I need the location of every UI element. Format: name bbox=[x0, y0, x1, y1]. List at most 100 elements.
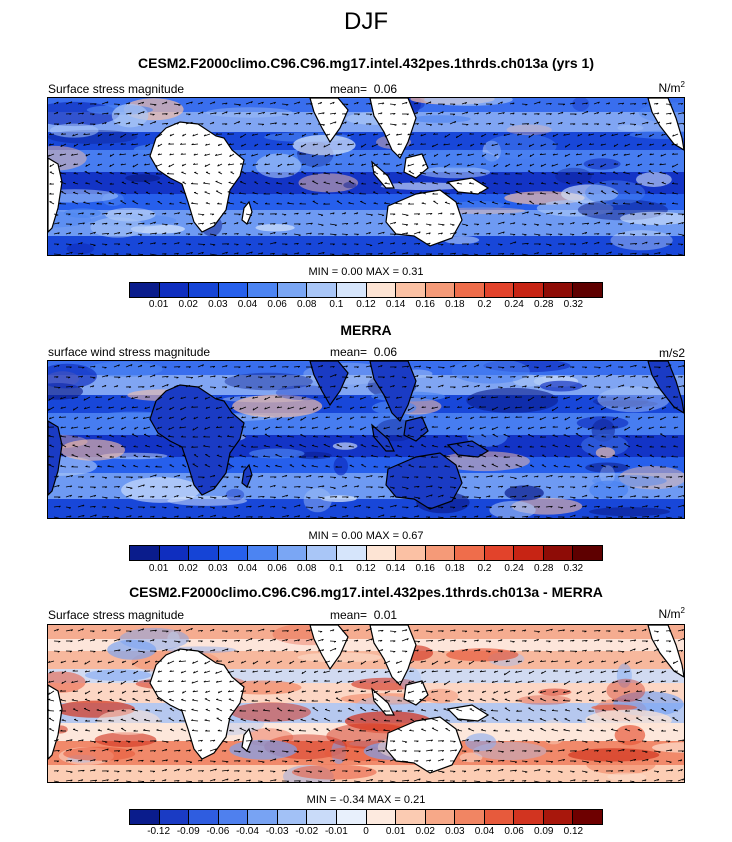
wind-vector-head bbox=[95, 396, 98, 398]
wind-vector-head bbox=[276, 661, 279, 664]
wind-vector-head bbox=[430, 485, 433, 488]
wind-vector-head bbox=[419, 698, 422, 700]
wind-vector bbox=[73, 192, 79, 195]
wind-vector bbox=[251, 416, 259, 419]
wind-vector bbox=[97, 426, 103, 431]
wind-vector-head bbox=[612, 202, 615, 204]
wind-vector-head bbox=[260, 243, 263, 246]
wind-vector bbox=[593, 740, 600, 743]
wind-vector-head bbox=[225, 102, 228, 105]
wind-vector-head bbox=[120, 135, 122, 138]
field-patch bbox=[581, 434, 629, 457]
wind-vector bbox=[365, 638, 373, 642]
wind-vector-head bbox=[478, 649, 481, 652]
wind-vector-head bbox=[536, 366, 539, 369]
wind-vector bbox=[317, 638, 324, 642]
wind-vector-head bbox=[538, 202, 542, 205]
wind-vector-head bbox=[335, 132, 338, 135]
field-patch bbox=[446, 648, 519, 662]
wind-vector-head bbox=[250, 445, 254, 448]
wind-vector bbox=[312, 143, 319, 146]
wind-vector-head bbox=[237, 476, 240, 479]
wind-vector-head bbox=[573, 514, 576, 517]
wind-vector bbox=[557, 111, 564, 115]
wind-vector-head bbox=[416, 123, 419, 126]
wind-vector-head bbox=[622, 102, 625, 105]
wind-vector-head bbox=[455, 417, 458, 420]
wind-vector bbox=[589, 396, 595, 401]
wind-vector bbox=[540, 690, 547, 694]
wind-vector bbox=[533, 223, 539, 226]
wind-vector-head bbox=[164, 495, 167, 498]
wind-vector bbox=[473, 486, 480, 489]
wind-vector bbox=[323, 444, 331, 448]
wind-vector bbox=[360, 444, 367, 448]
wind-vector-head bbox=[201, 222, 204, 225]
wind-vector bbox=[677, 122, 684, 125]
wind-vector-head bbox=[648, 408, 651, 411]
wind-vector-head bbox=[477, 233, 480, 236]
field-patch bbox=[332, 442, 358, 450]
wind-vector-head bbox=[371, 681, 374, 684]
wind-vector bbox=[329, 504, 337, 508]
wind-vector bbox=[71, 153, 79, 156]
wind-vector-head bbox=[356, 366, 359, 369]
wind-vector-head bbox=[562, 364, 565, 367]
wind-vector bbox=[479, 670, 487, 673]
colorbar-swatch bbox=[189, 283, 219, 297]
wind-vector bbox=[221, 376, 228, 378]
wind-vector-head bbox=[311, 699, 314, 702]
wind-vector-head bbox=[301, 163, 304, 166]
wind-vector-head bbox=[58, 496, 61, 499]
wind-vector-head bbox=[383, 719, 387, 722]
wind-vector-head bbox=[333, 641, 337, 643]
wind-vector bbox=[409, 660, 415, 665]
wind-vector bbox=[468, 406, 475, 410]
wind-vector-head bbox=[205, 406, 208, 409]
panel-1-colorbar bbox=[129, 282, 603, 298]
panel-1-mean: mean= 0.06 bbox=[330, 82, 398, 96]
wind-vector-head bbox=[645, 241, 648, 244]
wind-vector-head bbox=[81, 385, 84, 388]
wind-vector-head bbox=[504, 445, 507, 448]
wind-vector-head bbox=[323, 202, 326, 205]
wind-vector-head bbox=[538, 650, 541, 653]
wind-vector-head bbox=[441, 244, 444, 246]
wind-vector bbox=[521, 739, 528, 742]
wind-vector-head bbox=[97, 680, 100, 683]
wind-vector-head bbox=[428, 477, 432, 479]
wind-vector bbox=[89, 749, 96, 752]
wind-vector-head bbox=[336, 681, 339, 684]
wind-vector-head bbox=[524, 224, 527, 226]
wind-vector bbox=[617, 213, 625, 215]
wind-vector-head bbox=[541, 679, 544, 682]
wind-vector-head bbox=[274, 213, 278, 216]
wind-vector-head bbox=[121, 691, 124, 694]
wind-vector bbox=[480, 172, 487, 175]
wind-vector bbox=[431, 163, 439, 166]
wind-vector bbox=[503, 434, 511, 438]
wind-vector-head bbox=[215, 153, 218, 156]
colorbar-tick-label: 0.14 bbox=[385, 563, 406, 574]
wind-vector bbox=[359, 153, 367, 157]
wind-vector bbox=[336, 426, 343, 430]
wind-vector bbox=[648, 170, 655, 175]
wind-vector bbox=[288, 670, 295, 672]
wind-vector-head bbox=[182, 134, 184, 137]
wind-vector bbox=[629, 629, 637, 632]
wind-vector-head bbox=[143, 690, 146, 693]
wind-vector-head bbox=[239, 407, 242, 410]
wind-vector-head bbox=[395, 709, 398, 712]
wind-vector-head bbox=[117, 364, 120, 367]
wind-vector-head bbox=[371, 708, 374, 710]
wind-vector-head bbox=[574, 113, 577, 116]
wind-vector bbox=[263, 416, 271, 420]
wind-vector bbox=[600, 190, 607, 195]
wind-vector bbox=[383, 426, 391, 430]
wind-vector-head bbox=[344, 477, 347, 479]
wind-vector-head bbox=[202, 506, 205, 509]
wind-vector-head bbox=[465, 630, 468, 633]
wind-vector-head bbox=[264, 397, 267, 401]
wind-vector-head bbox=[346, 254, 349, 255]
wind-vector-head bbox=[574, 739, 577, 742]
